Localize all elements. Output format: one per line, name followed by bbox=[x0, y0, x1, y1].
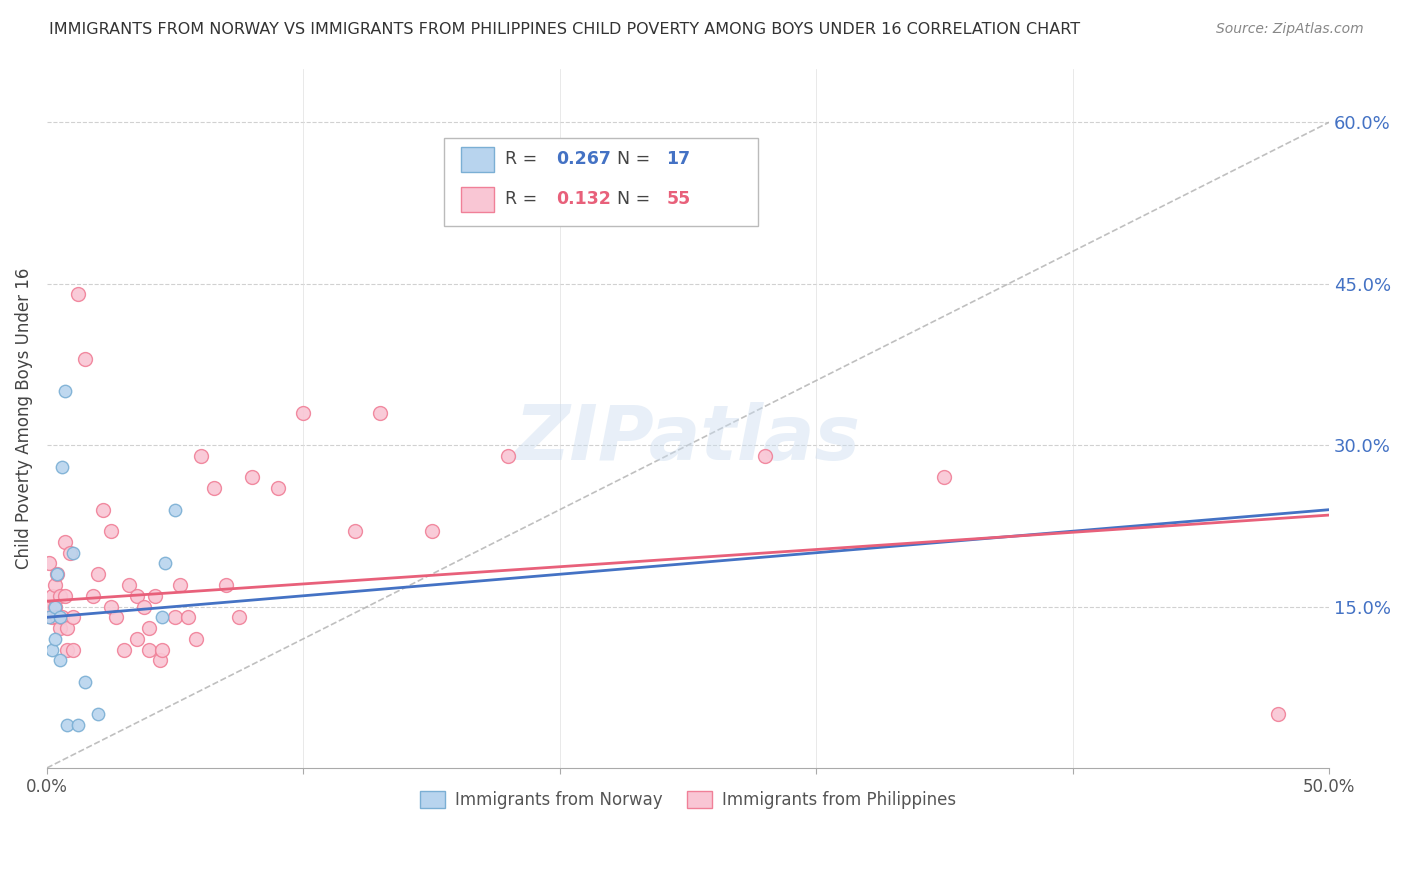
Point bbox=[292, 406, 315, 420]
Point bbox=[125, 589, 148, 603]
Point bbox=[215, 578, 238, 592]
Point bbox=[420, 524, 443, 539]
Point bbox=[150, 642, 173, 657]
Point bbox=[100, 599, 122, 614]
Text: N =: N = bbox=[617, 151, 657, 169]
Point bbox=[112, 642, 135, 657]
Point bbox=[1267, 707, 1289, 722]
FancyBboxPatch shape bbox=[461, 186, 495, 212]
Text: 0.132: 0.132 bbox=[555, 190, 610, 209]
Point bbox=[754, 449, 776, 463]
Text: 55: 55 bbox=[666, 190, 690, 209]
Point bbox=[62, 642, 84, 657]
Point bbox=[44, 578, 66, 592]
Point bbox=[41, 589, 63, 603]
Point bbox=[138, 642, 160, 657]
Point bbox=[51, 459, 73, 474]
Text: R =: R = bbox=[505, 151, 543, 169]
FancyBboxPatch shape bbox=[461, 147, 495, 172]
Text: ZIPatlas: ZIPatlas bbox=[515, 402, 860, 476]
Point bbox=[62, 610, 84, 624]
Point bbox=[134, 599, 156, 614]
Point bbox=[202, 481, 225, 495]
Point bbox=[343, 524, 366, 539]
Point bbox=[266, 481, 288, 495]
Point bbox=[934, 470, 956, 484]
Point bbox=[87, 567, 110, 582]
Point bbox=[138, 621, 160, 635]
Point bbox=[38, 557, 60, 571]
Point bbox=[165, 610, 187, 624]
Point bbox=[53, 589, 76, 603]
Text: IMMIGRANTS FROM NORWAY VS IMMIGRANTS FROM PHILIPPINES CHILD POVERTY AMONG BOYS U: IMMIGRANTS FROM NORWAY VS IMMIGRANTS FRO… bbox=[49, 22, 1080, 37]
Point bbox=[228, 610, 250, 624]
Point bbox=[44, 599, 66, 614]
Point bbox=[51, 610, 73, 624]
Point bbox=[48, 621, 70, 635]
Point bbox=[48, 610, 70, 624]
Point bbox=[177, 610, 200, 624]
Point bbox=[46, 610, 69, 624]
Point bbox=[240, 470, 263, 484]
Legend: Immigrants from Norway, Immigrants from Philippines: Immigrants from Norway, Immigrants from … bbox=[413, 784, 963, 815]
Point bbox=[62, 546, 84, 560]
Point bbox=[100, 524, 122, 539]
Point bbox=[56, 718, 79, 732]
Point bbox=[53, 384, 76, 399]
Point bbox=[38, 610, 60, 624]
Point bbox=[66, 718, 89, 732]
Point bbox=[75, 352, 97, 367]
Point bbox=[59, 546, 82, 560]
Text: Source: ZipAtlas.com: Source: ZipAtlas.com bbox=[1216, 22, 1364, 37]
Point bbox=[56, 642, 79, 657]
Text: 0.267: 0.267 bbox=[555, 151, 610, 169]
Point bbox=[41, 610, 63, 624]
Point bbox=[75, 674, 97, 689]
Point bbox=[169, 578, 191, 592]
Point bbox=[46, 567, 69, 582]
Point bbox=[118, 578, 141, 592]
Point bbox=[91, 502, 114, 516]
Point bbox=[44, 632, 66, 646]
Point bbox=[105, 610, 128, 624]
Point bbox=[66, 287, 89, 301]
Point bbox=[56, 621, 79, 635]
Text: 17: 17 bbox=[666, 151, 690, 169]
Point bbox=[150, 610, 173, 624]
Point bbox=[38, 599, 60, 614]
Point bbox=[44, 599, 66, 614]
Point bbox=[53, 535, 76, 549]
Point bbox=[149, 653, 172, 667]
Point bbox=[87, 707, 110, 722]
Point bbox=[125, 632, 148, 646]
Point bbox=[46, 567, 69, 582]
Point bbox=[48, 653, 70, 667]
Point bbox=[143, 589, 166, 603]
Point bbox=[41, 642, 63, 657]
FancyBboxPatch shape bbox=[444, 138, 758, 226]
Point bbox=[190, 449, 212, 463]
Point bbox=[82, 589, 104, 603]
Point bbox=[165, 502, 187, 516]
Text: R =: R = bbox=[505, 190, 543, 209]
Point bbox=[548, 191, 571, 205]
Point bbox=[48, 589, 70, 603]
Point bbox=[153, 557, 176, 571]
Y-axis label: Child Poverty Among Boys Under 16: Child Poverty Among Boys Under 16 bbox=[15, 268, 32, 569]
Point bbox=[498, 449, 520, 463]
Point bbox=[184, 632, 207, 646]
Text: N =: N = bbox=[617, 190, 657, 209]
Point bbox=[368, 406, 391, 420]
